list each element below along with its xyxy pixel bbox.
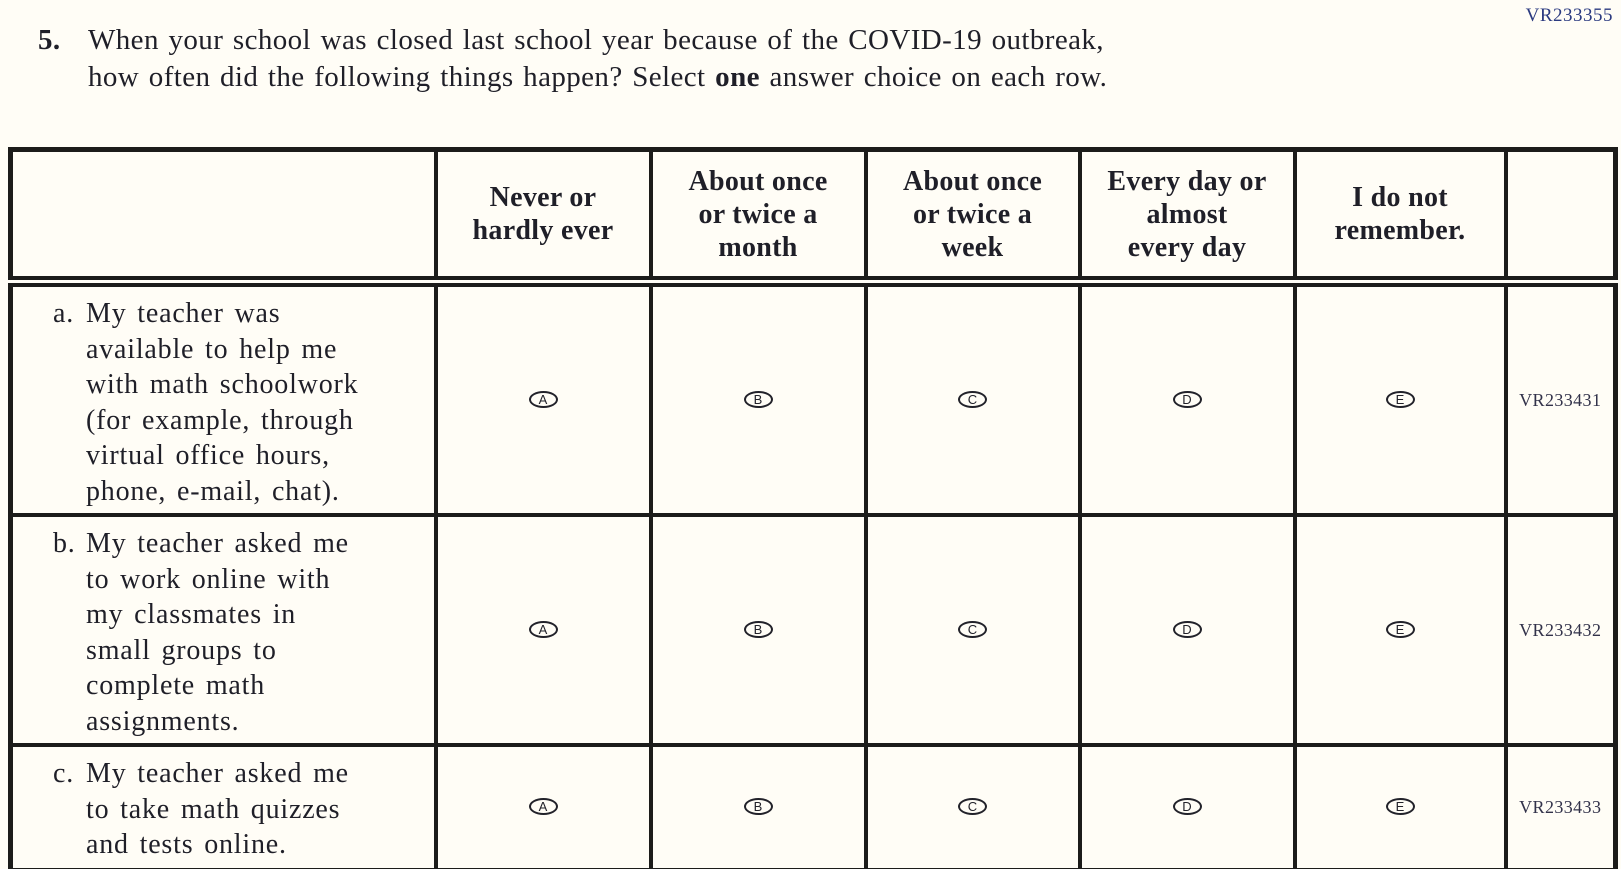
option-bubble-c-C[interactable]: C bbox=[958, 798, 987, 816]
cell-b-never: A bbox=[433, 513, 653, 747]
cell-a-never: A bbox=[433, 279, 653, 517]
row-text-c: My teacher asked me to take math quizzes… bbox=[86, 758, 349, 860]
question-line-2-pre: how often did the following things happe… bbox=[88, 61, 716, 93]
option-bubble-a-D[interactable]: D bbox=[1172, 391, 1202, 408]
cell-c-month: B bbox=[648, 743, 868, 869]
cell-a-noremember: E bbox=[1292, 279, 1508, 517]
row-code-a: VR233431 bbox=[1503, 279, 1618, 517]
column-header-never: Never or hardly ever bbox=[433, 147, 653, 287]
question-line-1: When your school was closed last school … bbox=[88, 24, 1104, 56]
cell-c-week: C bbox=[863, 743, 1082, 869]
option-bubble-b-C[interactable]: C bbox=[958, 621, 987, 638]
option-bubble-a-A[interactable]: A bbox=[528, 391, 558, 408]
header-code-cell bbox=[1503, 147, 1618, 287]
option-bubble-a-C[interactable]: C bbox=[958, 391, 987, 408]
option-bubble-b-A[interactable]: A bbox=[528, 621, 558, 638]
row-text-b: My teacher asked me to work online with … bbox=[86, 528, 349, 737]
column-header-every-day: Every day or almost every day bbox=[1077, 147, 1297, 287]
column-header-do-not-remember: I do not remember. bbox=[1292, 147, 1508, 287]
option-bubble-a-E[interactable]: E bbox=[1385, 391, 1415, 408]
row-code-b: VR233432 bbox=[1503, 513, 1618, 747]
row-text-a: My teacher was available to help me with… bbox=[86, 298, 359, 507]
cell-b-everyday: D bbox=[1077, 513, 1297, 747]
row-code-c: VR233433 bbox=[1503, 743, 1618, 869]
cell-b-week: C bbox=[863, 513, 1082, 747]
header-row: Never or hardly ever About once or twice… bbox=[8, 147, 1618, 287]
cell-c-never: A bbox=[433, 743, 653, 869]
table-row-c: c. My teacher asked me to take math quiz… bbox=[8, 743, 1618, 869]
question-line-2: how often did the following things happe… bbox=[88, 59, 1107, 96]
row-letter-b: b. bbox=[53, 528, 76, 559]
cell-c-everyday: D bbox=[1077, 743, 1297, 869]
cell-b-month: B bbox=[648, 513, 868, 747]
column-header-once-twice-week: About once or twice a week bbox=[863, 147, 1082, 287]
cell-a-month: B bbox=[648, 279, 868, 517]
question-number: 5. bbox=[38, 24, 61, 56]
question-line-2-emphasis: one bbox=[715, 61, 760, 93]
cell-c-noremember: E bbox=[1292, 743, 1508, 869]
row-stem-a: a. My teacher was available to help me w… bbox=[8, 279, 438, 517]
row-stem-c: c. My teacher asked me to take math quiz… bbox=[8, 743, 438, 869]
row-letter-c: c. bbox=[53, 758, 75, 789]
question-line-2-post: answer choice on each row. bbox=[759, 61, 1108, 93]
header-blank-cell bbox=[8, 147, 438, 287]
cell-a-everyday: D bbox=[1077, 279, 1297, 517]
form-code: VR233355 bbox=[1525, 5, 1613, 26]
question-text: When your school was closed last school … bbox=[88, 22, 1107, 96]
column-header-once-twice-month: About once or twice a month bbox=[648, 147, 868, 287]
option-bubble-a-B[interactable]: B bbox=[743, 391, 773, 408]
row-stem-b: b. My teacher asked me to work online wi… bbox=[8, 513, 438, 747]
table-row-b: b. My teacher asked me to work online wi… bbox=[8, 513, 1618, 747]
table-row-a: a. My teacher was available to help me w… bbox=[8, 279, 1618, 517]
option-bubble-b-E[interactable]: E bbox=[1385, 621, 1415, 638]
option-bubble-c-E[interactable]: E bbox=[1385, 798, 1415, 816]
option-bubble-b-D[interactable]: D bbox=[1172, 621, 1202, 638]
cell-a-week: C bbox=[863, 279, 1082, 517]
cell-b-noremember: E bbox=[1292, 513, 1508, 747]
response-matrix: Never or hardly ever About once or twice… bbox=[8, 147, 1618, 869]
row-letter-a: a. bbox=[53, 298, 75, 329]
question-block: 5. When your school was closed last scho… bbox=[38, 22, 1107, 96]
option-bubble-c-D[interactable]: D bbox=[1172, 798, 1202, 816]
option-bubble-c-A[interactable]: A bbox=[528, 798, 558, 816]
option-bubble-b-B[interactable]: B bbox=[743, 621, 773, 638]
option-bubble-c-B[interactable]: B bbox=[743, 798, 773, 816]
